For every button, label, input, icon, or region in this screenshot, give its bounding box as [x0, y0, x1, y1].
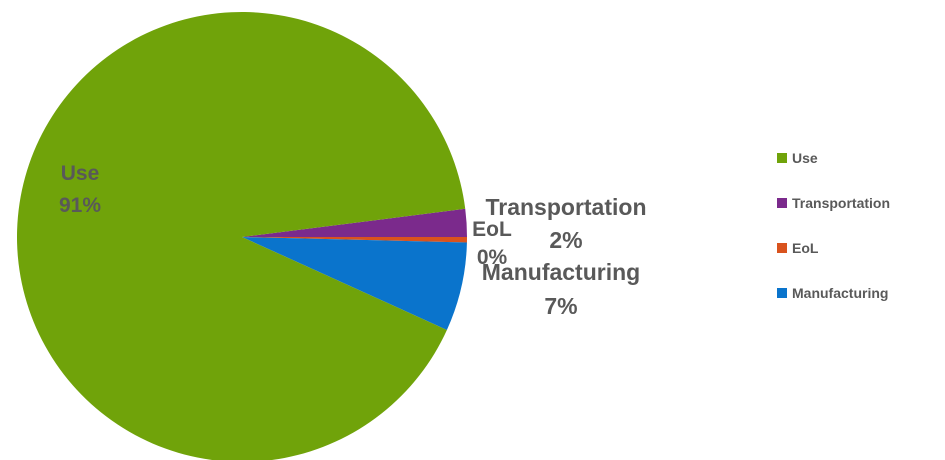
- pie-slice-transportation: [242, 208, 467, 237]
- slice-label-transportation-category: Transportation: [485, 194, 646, 220]
- slice-label-transportation-percent: 2%: [549, 227, 582, 253]
- slice-label-manufacturing-percent: 7%: [544, 293, 577, 319]
- slice-label-use-percent: 91%: [59, 194, 101, 217]
- legend-swatch-transportation: [777, 198, 787, 208]
- legend-label-transportation: Transportation: [792, 195, 891, 211]
- legend-item-eol: EoL: [777, 238, 890, 258]
- legend-item-manufacturing: Manufacturing: [777, 283, 890, 303]
- legend-item-use: Use: [777, 148, 890, 168]
- pie-slice-use: [17, 12, 466, 460]
- slice-label-manufacturing-category: Manufacturing: [482, 259, 640, 285]
- legend: Use Transportation EoL Manufacturing: [777, 148, 890, 328]
- legend-swatch-manufacturing: [777, 288, 787, 298]
- legend-swatch-eol: [777, 243, 787, 253]
- legend-swatch-use: [777, 153, 787, 163]
- slice-label-use-category: Use: [61, 162, 100, 185]
- slice-label-eol-percent: 0%: [477, 246, 508, 269]
- legend-label-manufacturing: Manufacturing: [792, 285, 889, 301]
- pie-slice-eol: [242, 237, 467, 243]
- legend-label-eol: EoL: [792, 240, 819, 256]
- slice-labels: Use 91% Transportation 2% EoL 0%Manufacturing…: [59, 162, 647, 319]
- legend-item-transportation: Transportation: [777, 193, 890, 213]
- pie-slices: [17, 12, 467, 460]
- slice-label-eol-category: EoL: [472, 218, 512, 241]
- legend-label-use: Use: [792, 150, 818, 166]
- pie-slice-manufacturing: [242, 237, 467, 330]
